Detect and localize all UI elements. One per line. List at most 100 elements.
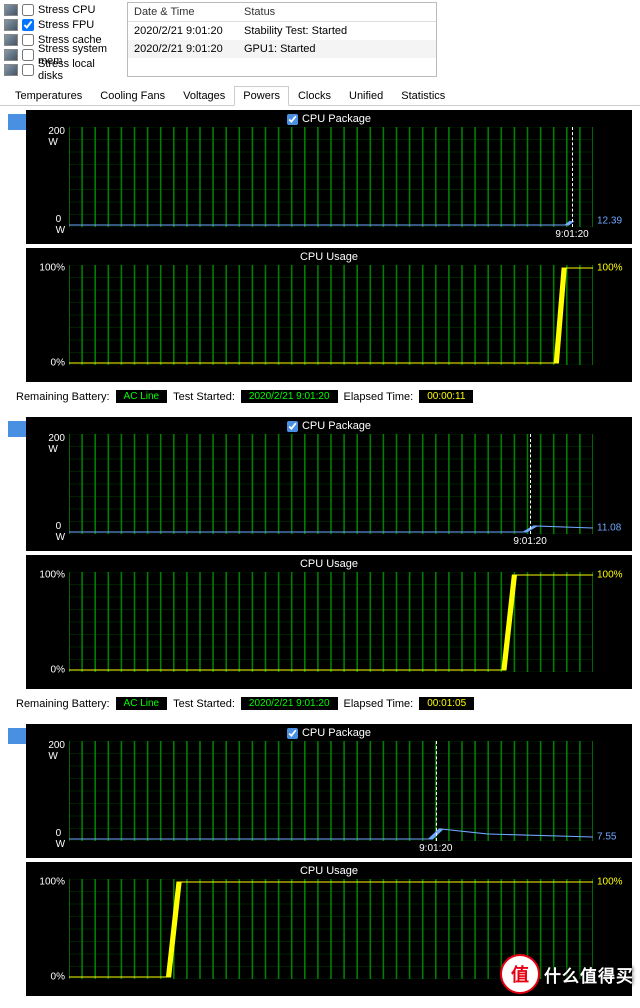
watermark: 值 什么值得买	[500, 954, 634, 994]
elapsed-value: 00:01:05	[419, 697, 474, 710]
stress-checkbox[interactable]	[22, 19, 34, 31]
y-axis-label: 0 W	[56, 828, 65, 850]
chart-title: CPU Usage	[27, 249, 631, 265]
stress-checkbox[interactable]	[22, 34, 34, 46]
chart-title-text: CPU Package	[302, 420, 371, 432]
chart: CPU Package 200 W0 W12.399:01:20	[26, 110, 632, 244]
chart-title: CPU Usage	[27, 863, 631, 879]
time-marker	[436, 741, 437, 841]
started-label: Test Started:	[173, 391, 235, 403]
chart: CPU Usage 100% 0% 100%	[26, 248, 632, 382]
device-icon	[4, 19, 18, 31]
y-axis-label: 0 W	[56, 521, 65, 543]
chart: CPU Package 200 W0 W11.089:01:20	[26, 417, 632, 551]
stress-label: Stress FPU	[38, 19, 94, 31]
selection-strip[interactable]	[8, 114, 26, 130]
tab-voltages[interactable]: Voltages	[174, 86, 234, 106]
series-checkbox[interactable]	[287, 728, 298, 739]
log-cell-date: 2020/2/21 9:01:20	[128, 40, 238, 58]
x-axis-label: 9:01:20	[513, 536, 546, 547]
snapshot-1: CPU Package 200 W0 W12.399:01:20 CPU Usa…	[0, 106, 640, 413]
y-axis-label: 100%	[39, 877, 65, 888]
stress-label: Stress CPU	[38, 4, 95, 16]
stress-label: Stress local disks	[38, 58, 119, 82]
chart-plot: 200 W0 W11.089:01:20	[69, 434, 593, 534]
y-axis-label: 0%	[51, 665, 65, 676]
started-value: 2020/2/21 9:01:20	[241, 390, 338, 403]
tab-clocks[interactable]: Clocks	[289, 86, 340, 106]
x-axis-label: 9:01:20	[555, 229, 588, 240]
tab-bar: TemperaturesCooling FansVoltagesPowersCl…	[0, 85, 640, 106]
chart: CPU Usage 100%0%100%	[26, 555, 632, 689]
tab-cooling-fans[interactable]: Cooling Fans	[91, 86, 174, 106]
y-axis-label: 0%	[51, 358, 65, 369]
y-axis-label: 100%	[39, 263, 65, 274]
battery-value: AC Line	[116, 390, 168, 403]
event-log: Date & Time Status 2020/2/21 9:01:20Stab…	[127, 2, 437, 77]
tab-temperatures[interactable]: Temperatures	[6, 86, 91, 106]
current-value: 12.39	[597, 216, 622, 227]
battery-label: Remaining Battery:	[16, 391, 110, 403]
chart-plot: 100%0%100%	[69, 572, 593, 672]
device-icon	[4, 4, 18, 16]
chart-plot: 200 W0 W7.559:01:20	[69, 741, 593, 841]
stress-checkbox[interactable]	[22, 49, 34, 61]
selection-strip[interactable]	[8, 728, 26, 744]
selection-strip[interactable]	[8, 421, 26, 437]
stress-option[interactable]: Stress local disks	[4, 62, 119, 77]
started-label: Test Started:	[173, 698, 235, 710]
time-marker	[572, 127, 573, 227]
chart-title: CPU Package	[27, 418, 631, 434]
current-value: 100%	[597, 877, 623, 888]
current-value: 7.55	[597, 832, 616, 843]
elapsed-label: Elapsed Time:	[344, 698, 414, 710]
device-icon	[4, 64, 18, 76]
log-body: 2020/2/21 9:01:20Stability Test: Started…	[128, 22, 436, 58]
chart-title-text: CPU Usage	[300, 865, 358, 877]
y-axis-label: 200 W	[48, 740, 65, 762]
series-checkbox[interactable]	[287, 421, 298, 432]
log-cell-date: 2020/2/21 9:01:20	[128, 22, 238, 40]
status-bar: Remaining Battery: AC Line Test Started:…	[8, 386, 632, 407]
chart: CPU Package 200 W0 W7.559:01:20	[26, 724, 632, 858]
chart-title-text: CPU Package	[302, 113, 371, 125]
started-value: 2020/2/21 9:01:20	[241, 697, 338, 710]
current-value: 100%	[597, 263, 623, 274]
chart-title-text: CPU Usage	[300, 251, 358, 263]
y-axis-label: 100%	[39, 570, 65, 581]
tab-powers[interactable]: Powers	[234, 86, 289, 106]
current-value: 100%	[597, 570, 623, 581]
battery-value: AC Line	[116, 697, 168, 710]
log-head-status: Status	[238, 3, 436, 21]
elapsed-label: Elapsed Time:	[344, 391, 414, 403]
stress-option[interactable]: Stress FPU	[4, 17, 119, 32]
log-cell-status: GPU1: Started	[238, 40, 436, 58]
stress-options: Stress CPU Stress FPU Stress cache Stres…	[4, 2, 119, 77]
log-row[interactable]: 2020/2/21 9:01:20GPU1: Started	[128, 40, 436, 58]
log-cell-status: Stability Test: Started	[238, 22, 436, 40]
log-row[interactable]: 2020/2/21 9:01:20Stability Test: Started	[128, 22, 436, 40]
y-axis-label: 200 W	[48, 433, 65, 455]
status-bar: Remaining Battery: AC Line Test Started:…	[8, 693, 632, 714]
battery-label: Remaining Battery:	[16, 698, 110, 710]
device-icon	[4, 34, 18, 46]
stress-checkbox[interactable]	[22, 4, 34, 16]
stress-option[interactable]: Stress CPU	[4, 2, 119, 17]
chart-title: CPU Usage	[27, 556, 631, 572]
current-value: 11.08	[597, 523, 621, 534]
y-axis-label: 200 W	[48, 126, 65, 148]
series-checkbox[interactable]	[287, 114, 298, 125]
chart-title-text: CPU Usage	[300, 558, 358, 570]
elapsed-value: 00:00:11	[419, 390, 473, 403]
chart-area: CPU Package 200 W0 W12.399:01:20 CPU Usa…	[0, 106, 640, 1006]
tab-statistics[interactable]: Statistics	[392, 86, 454, 106]
chart-title: CPU Package	[27, 725, 631, 741]
tab-unified[interactable]: Unified	[340, 86, 392, 106]
time-marker	[530, 434, 531, 534]
device-icon	[4, 49, 18, 61]
chart-plot: 200 W0 W12.399:01:20	[69, 127, 593, 227]
y-axis-label: 0 W	[56, 214, 65, 236]
watermark-text: 什么值得买	[544, 962, 634, 987]
stress-checkbox[interactable]	[22, 64, 34, 76]
log-head-date: Date & Time	[128, 3, 238, 21]
